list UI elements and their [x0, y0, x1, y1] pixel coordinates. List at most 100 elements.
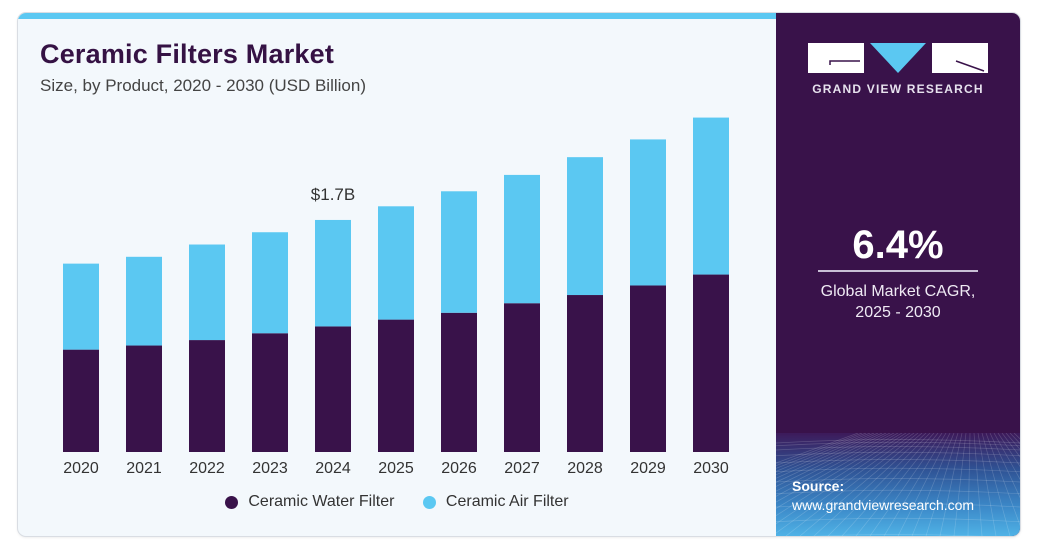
mesh-line: [776, 433, 891, 492]
cagr-label-line2: 2025 - 2030: [855, 304, 941, 321]
mesh-line: [993, 433, 1020, 480]
x-tick-label: 2023: [252, 460, 288, 477]
bar-air-2022: [189, 244, 225, 341]
bar-water-2027: [504, 303, 540, 452]
bar-water-2022: [189, 340, 225, 452]
mesh-line: [776, 433, 915, 534]
mesh-line: [997, 433, 1020, 467]
mesh-line: [985, 433, 1020, 527]
chart-subtitle: Size, by Product, 2020 - 2030 (USD Billi…: [40, 76, 366, 95]
mesh-line: [776, 433, 863, 466]
mesh-line: [981, 433, 1011, 536]
bar-air-2025: [378, 206, 414, 320]
x-tick-label: 2029: [630, 460, 666, 477]
x-tick-label: 2021: [126, 460, 162, 477]
mesh-line: [1001, 433, 1020, 458]
mesh-pattern-icon: [776, 433, 1020, 536]
legend-item-air: Ceramic Air Filter: [422, 493, 569, 511]
mesh-line: [776, 517, 1020, 523]
infographic-card: Ceramic Filters Market Size, by Product,…: [18, 13, 1020, 536]
mesh-line: [855, 433, 939, 536]
bar-air-2026: [441, 191, 477, 313]
mesh-line: [776, 439, 1020, 444]
mesh-line: [809, 534, 987, 536]
bar-water-2020: [63, 349, 99, 452]
brand-panel: GRAND VIEW RESEARCH 6.4% Global Market C…: [776, 13, 1020, 536]
bar-air-2024: [315, 219, 351, 327]
chart-title: Ceramic Filters Market: [40, 39, 335, 69]
bar-air-2030: [693, 117, 729, 275]
bar-water-2021: [126, 345, 162, 452]
data-label-annotation: $1.7B: [311, 185, 355, 204]
mesh-line: [911, 433, 955, 536]
gvr-logo-icon: [808, 43, 988, 73]
source-url: www.grandviewresearch.com: [792, 497, 975, 513]
x-tick-label: 2030: [693, 460, 729, 477]
legend: Ceramic Water Filter Ceramic Air Filter: [18, 493, 776, 514]
mesh-line: [989, 433, 1020, 499]
cagr-label-line1: Global Market CAGR,: [820, 283, 976, 300]
mesh-line: [967, 433, 971, 536]
mesh-line: [776, 433, 899, 503]
mesh-line: [776, 433, 875, 476]
mesh-line: [776, 433, 895, 497]
cagr-label: Global Market CAGR, 2025 - 2030: [776, 281, 1020, 323]
stacked-bar-chart: 2020 2021 2022 2023 2024 $1.7B 2025 2026 2027 202…: [63, 117, 729, 477]
bar-air-2027: [504, 174, 540, 304]
x-tick-label: 2026: [441, 460, 477, 477]
mesh-line: [776, 433, 871, 472]
mesh-line: [776, 451, 1020, 457]
mesh-line: [776, 433, 867, 469]
mesh-line: [841, 433, 935, 536]
x-tick-label: 2022: [189, 460, 225, 477]
legend-item-water: Ceramic Water Filter: [225, 493, 394, 511]
chart-panel: Ceramic Filters Market Size, by Product,…: [18, 13, 776, 536]
brand-name: GRAND VIEW RESEARCH: [812, 82, 984, 96]
divider: [818, 270, 978, 272]
bar-air-2029: [630, 139, 666, 286]
mesh-line: [785, 433, 919, 536]
mesh-line: [897, 433, 951, 536]
mesh-line: [953, 433, 967, 536]
mesh-line: [776, 467, 1020, 473]
mesh-line: [827, 433, 931, 536]
mesh-line: [973, 433, 983, 536]
x-tick-label: 2028: [567, 460, 603, 477]
mesh-line: [869, 433, 943, 536]
accent-bar: [18, 13, 776, 19]
x-tick-label: 2025: [378, 460, 414, 477]
source-label: Source:: [792, 478, 845, 494]
bar-water-2025: [378, 319, 414, 452]
mesh-line: [776, 459, 1020, 464]
mesh-line: [776, 433, 879, 479]
legend-label-water: Ceramic Water Filter: [248, 493, 395, 510]
bar-air-2028: [567, 157, 603, 296]
legend-label-air: Ceramic Air Filter: [445, 493, 569, 510]
mesh-line: [776, 446, 1020, 451]
x-tick-label: 2027: [504, 460, 540, 477]
bar-water-2028: [567, 295, 603, 452]
mesh-line: [925, 433, 959, 536]
mesh-line: [939, 433, 963, 536]
bar-air-2023: [252, 232, 288, 334]
mesh-line: [776, 503, 1020, 508]
bar-water-2030: [693, 274, 729, 452]
bar-air-2021: [126, 256, 162, 346]
mesh-line: [977, 433, 997, 536]
mesh-line: [776, 489, 1020, 495]
mesh-line: [776, 433, 911, 525]
mesh-line: [776, 433, 859, 464]
bar-air-2020: [63, 263, 99, 350]
grid-background: [776, 433, 1020, 536]
mesh-line: [776, 433, 907, 517]
bar-water-2029: [630, 285, 666, 452]
x-tick-label: 2024: [315, 460, 351, 477]
mesh-line: [813, 433, 927, 536]
bar-water-2026: [441, 312, 477, 452]
mesh-line: [776, 441, 1020, 447]
bar-water-2023: [252, 333, 288, 452]
legend-dot-air-icon: [422, 495, 436, 509]
source: Source: www.grandviewresearch.com: [792, 477, 974, 515]
mesh-line: [776, 433, 883, 483]
bar-water-2024: [315, 326, 351, 452]
